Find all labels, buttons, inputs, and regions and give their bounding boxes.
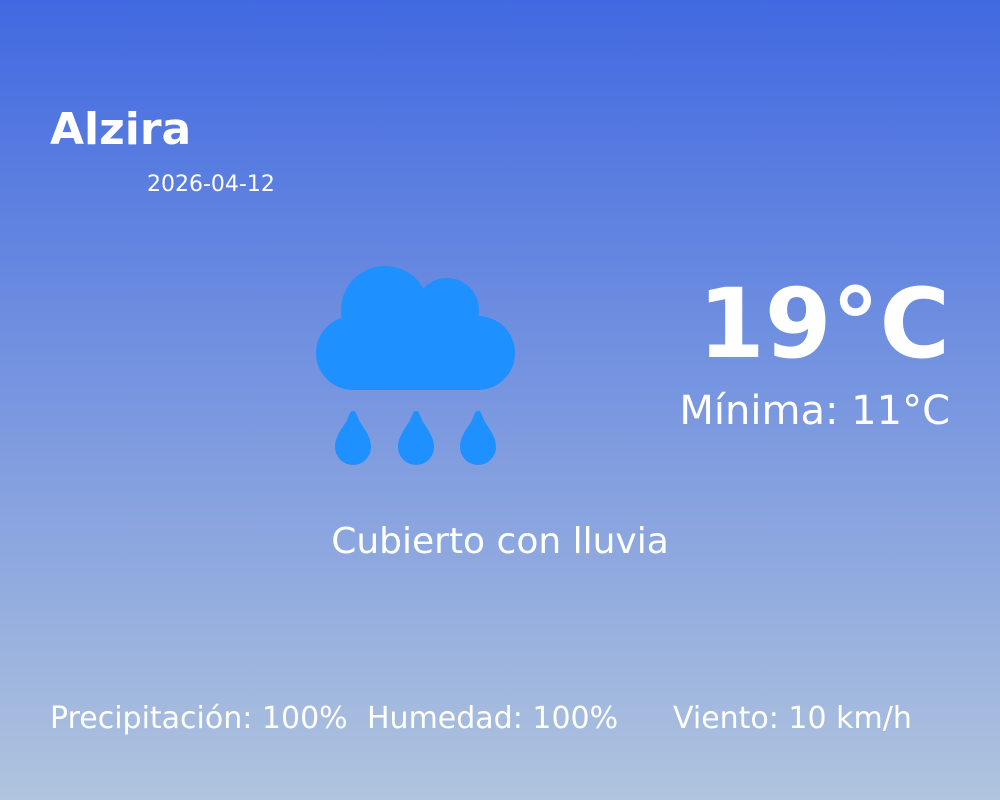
weather-description: Cubierto con lluvia [331, 521, 669, 562]
current-temperature: 19°C [697, 268, 950, 380]
city-name: Alzira [50, 104, 192, 155]
forecast-date: 2026-04-12 [147, 172, 275, 197]
minimum-temperature: Mínima: 11°C [679, 388, 950, 434]
raindrop-icon [398, 411, 434, 465]
precipitation-stat: Precipitación: 100% [50, 701, 348, 736]
humidity-stat: Humedad: 100% [367, 701, 619, 736]
raindrop-icon [335, 411, 371, 465]
raindrop-icon [460, 411, 496, 465]
wind-stat: Viento: 10 km/h [673, 701, 912, 736]
